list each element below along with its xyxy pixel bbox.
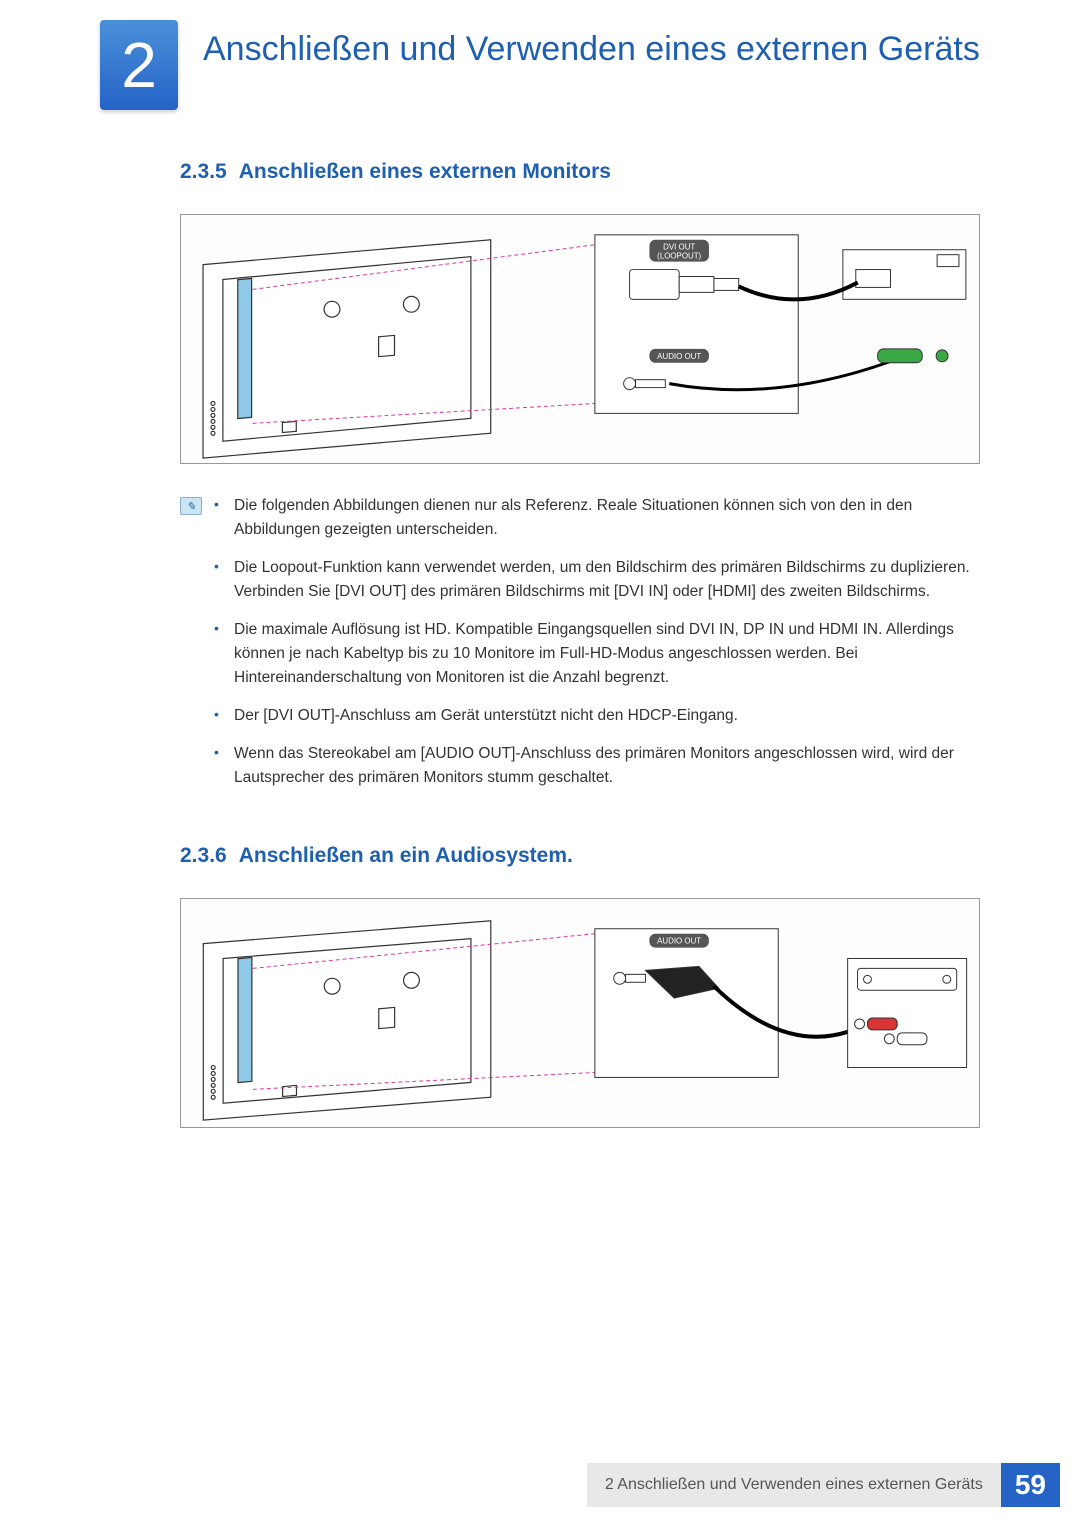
bullet-item: Die folgenden Abbildungen dienen nur als… xyxy=(214,494,980,542)
section-heading-235: 2.3.5 Anschließen eines externen Monitors xyxy=(180,160,980,184)
page-header: 2 Anschließen und Verwenden eines extern… xyxy=(0,0,1080,110)
chapter-badge: 2 xyxy=(100,20,178,110)
note-block: ✎ Die folgenden Abbildungen dienen nur a… xyxy=(180,494,980,804)
chapter-number: 2 xyxy=(121,28,157,102)
bullet-item: Die maximale Auflösung ist HD. Kompatibl… xyxy=(214,618,980,690)
port-label-loopout: (LOOPOUT) xyxy=(657,252,701,261)
port-label-audio: AUDIO OUT xyxy=(657,352,701,361)
footer-page-number: 59 xyxy=(1001,1463,1060,1507)
section-heading-236: 2.3.6 Anschließen an ein Audiosystem. xyxy=(180,844,980,868)
bullet-item: Wenn das Stereokabel am [AUDIO OUT]-Ansc… xyxy=(214,742,980,790)
diagram-external-monitor: DVI OUT (LOOPOUT) AUDIO OUT xyxy=(180,214,980,464)
diagram-audio-system: AUDIO OUT xyxy=(180,898,980,1128)
section-title: Anschließen an ein Audiosystem. xyxy=(239,844,573,867)
manual-page: 2 Anschließen und Verwenden eines extern… xyxy=(0,0,1080,1527)
bullet-list-235: Die folgenden Abbildungen dienen nur als… xyxy=(214,494,980,804)
port-label-audio-2: AUDIO OUT xyxy=(657,937,701,946)
section-number: 2.3.6 xyxy=(180,844,227,867)
page-content: 2.3.5 Anschließen eines externen Monitors xyxy=(0,110,1080,1128)
chapter-title: Anschließen und Verwenden eines externen… xyxy=(203,20,980,71)
section-title: Anschließen eines externen Monitors xyxy=(239,160,611,183)
page-footer: 2 Anschließen und Verwenden eines extern… xyxy=(587,1463,1060,1507)
section-number: 2.3.5 xyxy=(180,160,227,183)
bullet-item: Die Loopout-Funktion kann verwendet werd… xyxy=(214,556,980,604)
bullet-item: Der [DVI OUT]-Anschluss am Gerät unterst… xyxy=(214,704,980,728)
footer-text: 2 Anschließen und Verwenden eines extern… xyxy=(587,1463,1001,1507)
note-icon: ✎ xyxy=(180,497,202,515)
port-label-dvi: DVI OUT xyxy=(663,243,695,252)
